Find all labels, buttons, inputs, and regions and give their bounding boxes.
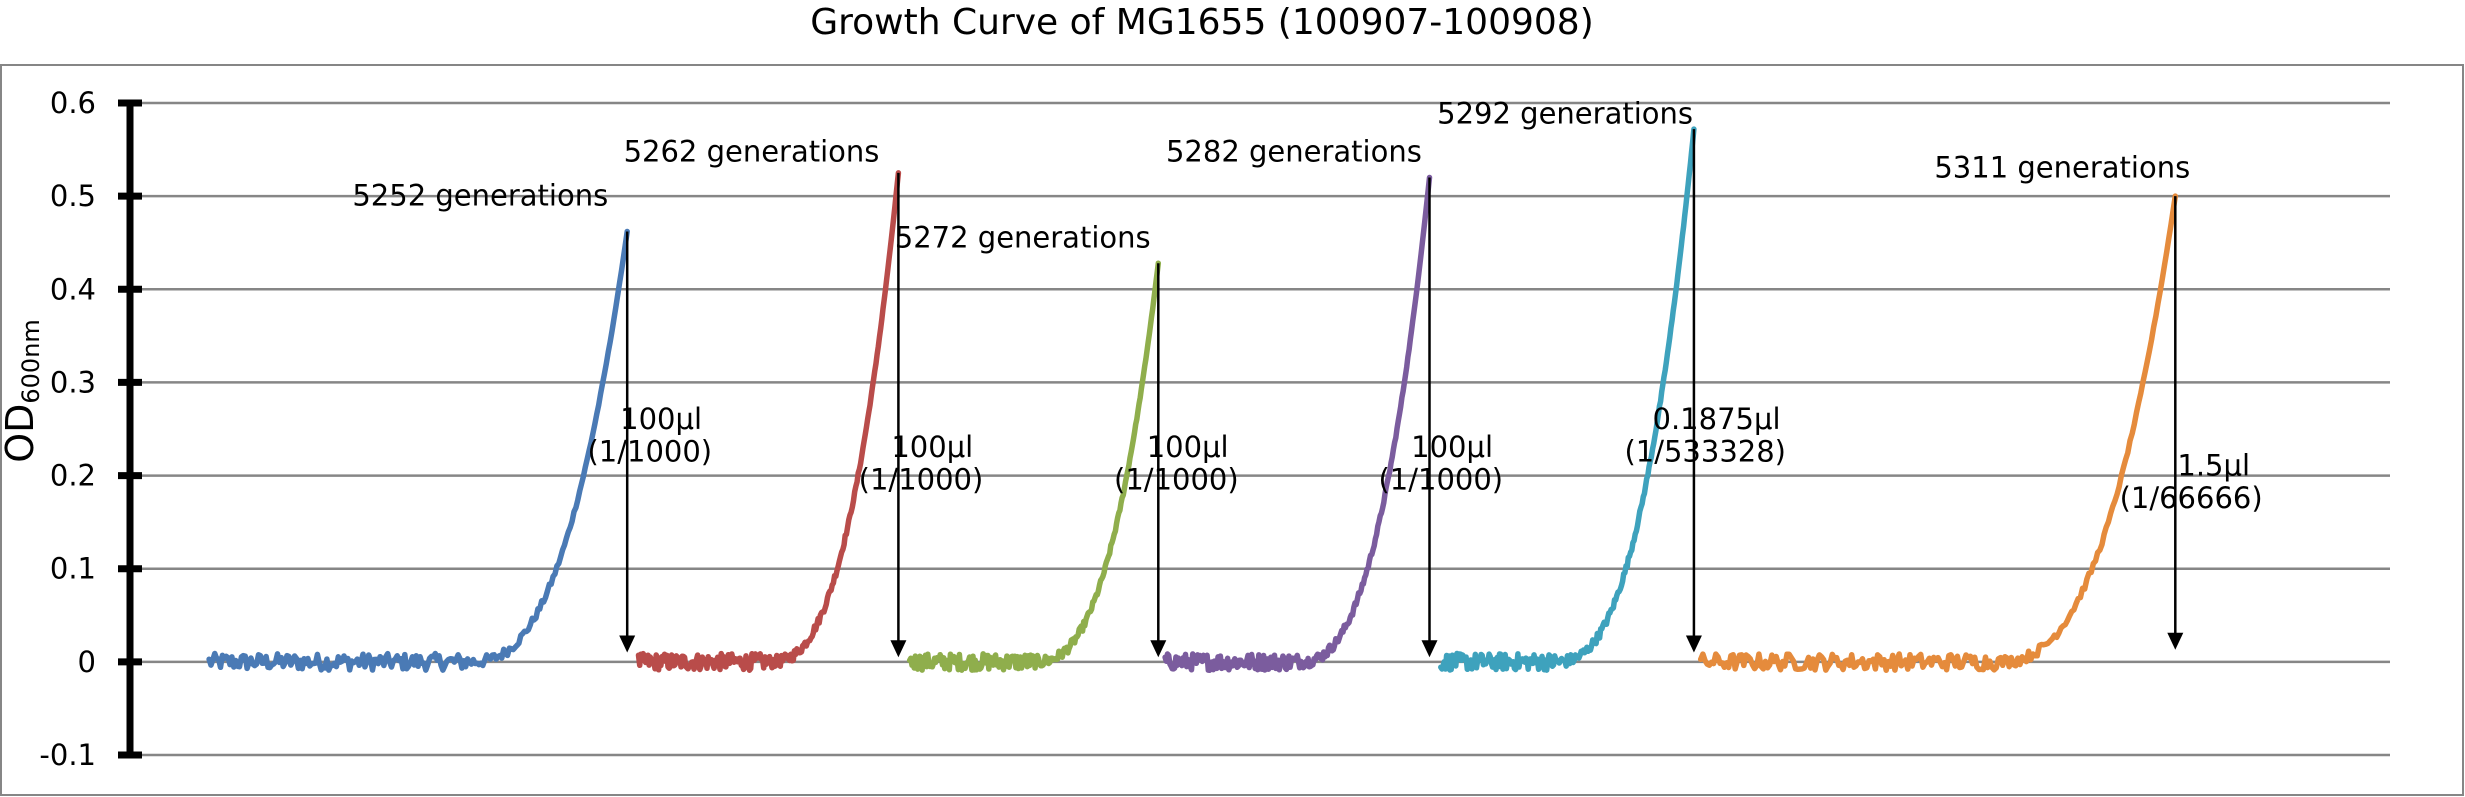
y-tick-label: 0.5 [50,179,96,213]
annotation-label: 5282 generations [1166,135,1422,169]
transfer-arrowhead-4 [1421,640,1438,658]
annotation-label: 5292 generations [1437,96,1693,130]
y-axis-label: OD600nm [0,319,45,463]
transfer-arrows [619,129,2184,658]
y-axis: 0.6 0.5 0.4 0.3 0.2 0.1 0 -0.1 [39,86,142,772]
y-tick-label: -0.1 [39,738,96,772]
series-line-2 [635,170,902,673]
annotation-label: 5311 generations [1934,151,2190,185]
transfer-arrowhead-5 [1685,635,1702,653]
annotation-label: 1.5μl [2177,449,2250,483]
annotation-label: (1/533328) [1624,435,1786,469]
y-tick-label: 0 [78,645,96,679]
transfer-arrowhead-6 [2167,632,2184,650]
gridlines [130,101,2390,757]
annotation-label: (1/66666) [2120,481,2263,515]
chart-title: Growth Curve of MG1655 (100907-100908) [810,2,1594,43]
plot-area-border [0,64,2464,796]
y-tick-label: 0.4 [50,272,96,306]
y-tick-label: 0.1 [50,552,96,586]
series-line-3 [906,260,1162,673]
annotation-label: 100μl [1411,430,1493,464]
transfer-arrowhead-3 [1150,640,1167,658]
annotation-label: 100μl [620,402,702,436]
annotation-label: (1/1000) [859,463,984,497]
y-tick-label: 0.6 [50,86,96,120]
annotation-label: 0.1875μl [1653,402,1781,436]
annotation-label: (1/1000) [1378,463,1503,497]
y-axis-label-main: OD [0,404,42,463]
transfer-arrowhead-2 [890,640,907,658]
annotation-label: (1/1000) [1114,463,1239,497]
transfer-arrowhead-1 [619,635,636,653]
series-line-1 [206,228,630,673]
y-axis-label-sub: 600nm [17,319,45,403]
annotation-label: 5262 generations [624,135,880,169]
annotations: 5252 generations 5262 generations 5272 gen… [352,96,2262,515]
series-line-5 [1438,126,1697,673]
y-tick-label: 0.2 [50,459,96,493]
series-line-6 [1697,193,2179,673]
series-lines [206,126,2179,673]
series-line-4 [1162,174,1433,673]
y-tick-label: 0.3 [50,365,96,399]
annotation-label: 5272 generations [895,220,1151,254]
annotation-label: 5252 generations [352,178,608,212]
annotation-label: (1/1000) [587,435,712,469]
annotation-label: 100μl [891,430,973,464]
annotation-label: 100μl [1147,430,1229,464]
